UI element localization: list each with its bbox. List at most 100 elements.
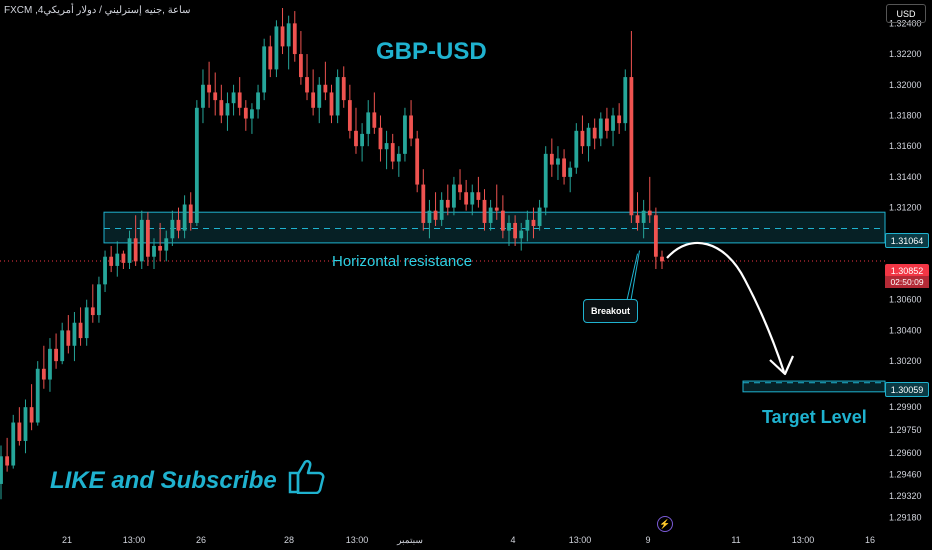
candle	[574, 123, 579, 174]
thumbs-up-icon	[289, 459, 325, 495]
x-tick-label: 11	[731, 535, 740, 545]
candle	[305, 54, 309, 101]
candle	[201, 69, 205, 124]
resistance-price-tag: 1.31064	[885, 233, 929, 248]
breakout-callout: Breakout	[583, 299, 638, 323]
candle	[500, 195, 505, 239]
cta-text: LIKE and Subscribe	[50, 458, 327, 495]
candle	[445, 184, 450, 216]
y-tick-label: 1.30200	[889, 356, 922, 366]
candle	[207, 61, 211, 108]
candle	[11, 414, 16, 469]
candle	[409, 100, 413, 147]
candle	[580, 115, 585, 154]
candle	[17, 407, 22, 446]
candle	[360, 123, 364, 162]
x-tick-label: 26	[196, 535, 206, 545]
candle	[311, 69, 316, 116]
resistance-label: Horizontal resistance	[332, 253, 473, 270]
candle	[5, 437, 10, 472]
candle	[48, 338, 52, 392]
candle	[568, 161, 573, 193]
candle	[280, 8, 285, 55]
candle	[84, 299, 89, 346]
candle	[629, 31, 634, 223]
cta-label: LIKE and Subscribe	[50, 467, 277, 494]
projection-arrow	[666, 241, 786, 373]
resistance-zone	[103, 211, 886, 244]
current-price-tag: 1.30852	[885, 264, 929, 277]
candle	[219, 84, 224, 124]
candle	[317, 77, 322, 124]
candle	[97, 276, 101, 323]
candle	[164, 230, 169, 262]
candle	[329, 84, 334, 124]
candle	[549, 138, 554, 177]
candle	[378, 115, 383, 162]
currency-button[interactable]: USD	[886, 4, 926, 23]
y-tick-label: 1.32200	[889, 49, 922, 59]
candle	[323, 61, 328, 101]
candle	[103, 250, 107, 293]
candle	[176, 207, 181, 239]
symbol-title[interactable]: FXCM ,4ساعة ,جنيه إسترليني / دولار أمريك…	[4, 5, 191, 16]
candle	[525, 210, 530, 242]
candle	[513, 215, 518, 246]
y-tick-label: 1.29460	[889, 470, 922, 480]
candle	[403, 107, 407, 162]
candle	[170, 210, 175, 246]
candle	[182, 195, 187, 239]
y-tick-label: 1.29750	[889, 425, 922, 435]
candle	[41, 345, 46, 389]
candle	[35, 361, 40, 426]
candle	[531, 207, 536, 239]
candle	[152, 238, 156, 269]
candle	[421, 169, 426, 231]
candle	[237, 77, 242, 116]
y-tick-label: 1.31800	[889, 110, 922, 120]
chart-title: GBP-USD	[376, 38, 487, 65]
x-tick-label: 21	[62, 535, 72, 545]
candle	[482, 189, 487, 231]
candle	[127, 230, 132, 269]
candle	[415, 130, 420, 193]
candle	[611, 107, 615, 147]
lightning-icon[interactable]: ⚡	[657, 516, 673, 532]
candle	[54, 333, 58, 369]
candle	[158, 222, 163, 262]
candle	[139, 210, 144, 269]
candle	[635, 192, 640, 231]
y-tick-label: 1.29320	[889, 491, 922, 501]
candle	[470, 184, 475, 216]
candle	[66, 315, 71, 354]
candle	[347, 84, 352, 139]
y-tick-label: 1.32400	[889, 18, 922, 28]
candle	[213, 72, 218, 116]
candle	[390, 133, 395, 170]
x-tick-label: 9	[645, 535, 650, 545]
y-tick-label: 1.29180	[889, 513, 922, 523]
candle	[543, 146, 548, 216]
candle	[488, 199, 493, 231]
candle	[641, 199, 646, 239]
breakout-connector	[626, 253, 639, 301]
candle	[366, 100, 371, 147]
x-tick-label: 13:00	[569, 535, 592, 545]
candle	[592, 118, 597, 150]
candle	[623, 69, 628, 131]
candle	[354, 107, 358, 154]
candle	[0, 445, 3, 500]
candle	[121, 250, 126, 269]
x-tick-label: 13:00	[792, 535, 815, 545]
candle	[439, 192, 444, 227]
candle	[23, 399, 28, 454]
y-tick-label: 1.29600	[889, 448, 922, 458]
candle	[660, 250, 664, 269]
candle	[256, 84, 260, 119]
y-tick-label: 1.30400	[889, 325, 922, 335]
candle	[519, 222, 524, 251]
y-tick-label: 1.31200	[889, 203, 922, 213]
candle	[476, 176, 481, 208]
y-tick-label: 1.31600	[889, 141, 922, 151]
